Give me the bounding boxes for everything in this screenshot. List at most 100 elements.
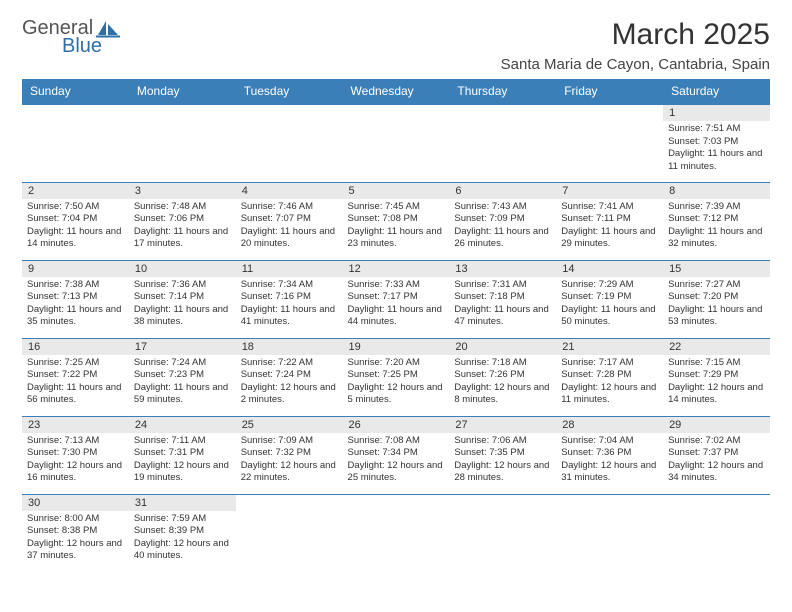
day-detail: Sunrise: 7:45 AMSunset: 7:08 PMDaylight:… [343,199,450,255]
day-number: 22 [663,339,770,355]
calendar-cell [236,494,343,567]
day-detail: Sunrise: 7:34 AMSunset: 7:16 PMDaylight:… [236,277,343,333]
weekday-header: Tuesday [236,79,343,104]
sunrise-line: Sunrise: 7:29 AM [561,279,633,290]
day-number: 31 [129,495,236,511]
day-number: 12 [343,261,450,277]
day-detail: Sunrise: 7:27 AMSunset: 7:20 PMDaylight:… [663,277,770,333]
calendar-cell: 26Sunrise: 7:08 AMSunset: 7:34 PMDayligh… [343,416,450,494]
weekday-header: Monday [129,79,236,104]
calendar-cell: 21Sunrise: 7:17 AMSunset: 7:28 PMDayligh… [556,338,663,416]
day-number: 24 [129,417,236,433]
sunrise-line: Sunrise: 7:36 AM [134,279,206,290]
calendar-cell: 29Sunrise: 7:02 AMSunset: 7:37 PMDayligh… [663,416,770,494]
day-number: 18 [236,339,343,355]
daylight-line: Daylight: 11 hours and 26 minutes. [454,226,548,250]
day-detail: Sunrise: 7:20 AMSunset: 7:25 PMDaylight:… [343,355,450,411]
sunset-line: Sunset: 7:06 PM [134,213,204,224]
calendar-cell [663,494,770,567]
calendar-cell: 30Sunrise: 8:00 AMSunset: 8:38 PMDayligh… [22,494,129,567]
calendar-week: 16Sunrise: 7:25 AMSunset: 7:22 PMDayligh… [22,338,770,416]
sunset-line: Sunset: 7:32 PM [241,447,311,458]
calendar-week: 2Sunrise: 7:50 AMSunset: 7:04 PMDaylight… [22,182,770,260]
weekday-header: Wednesday [343,79,450,104]
daylight-line: Daylight: 11 hours and 23 minutes. [348,226,442,250]
day-detail: Sunrise: 7:31 AMSunset: 7:18 PMDaylight:… [449,277,556,333]
calendar-table: SundayMondayTuesdayWednesdayThursdayFrid… [22,79,770,567]
sunrise-line: Sunrise: 7:39 AM [668,201,740,212]
sunrise-line: Sunrise: 7:33 AM [348,279,420,290]
day-number: 23 [22,417,129,433]
daylight-line: Daylight: 12 hours and 14 minutes. [668,382,763,406]
calendar-cell: 20Sunrise: 7:18 AMSunset: 7:26 PMDayligh… [449,338,556,416]
daylight-line: Daylight: 11 hours and 44 minutes. [348,304,442,328]
daylight-line: Daylight: 11 hours and 32 minutes. [668,226,762,250]
calendar-cell [22,104,129,182]
sunrise-line: Sunrise: 7:27 AM [668,279,740,290]
daylight-line: Daylight: 12 hours and 16 minutes. [27,460,122,484]
day-number: 26 [343,417,450,433]
day-number: 29 [663,417,770,433]
sunset-line: Sunset: 7:26 PM [454,369,524,380]
day-number: 3 [129,183,236,199]
day-detail: Sunrise: 7:18 AMSunset: 7:26 PMDaylight:… [449,355,556,411]
daylight-line: Daylight: 12 hours and 40 minutes. [134,538,229,562]
calendar-week: 30Sunrise: 8:00 AMSunset: 8:38 PMDayligh… [22,494,770,567]
calendar-cell: 17Sunrise: 7:24 AMSunset: 7:23 PMDayligh… [129,338,236,416]
sunrise-line: Sunrise: 7:43 AM [454,201,526,212]
day-number: 4 [236,183,343,199]
weekday-header: Saturday [663,79,770,104]
calendar-cell: 5Sunrise: 7:45 AMSunset: 7:08 PMDaylight… [343,182,450,260]
daylight-line: Daylight: 11 hours and 14 minutes. [27,226,121,250]
day-detail: Sunrise: 7:22 AMSunset: 7:24 PMDaylight:… [236,355,343,411]
day-number: 10 [129,261,236,277]
sunset-line: Sunset: 7:31 PM [134,447,204,458]
sunset-line: Sunset: 7:30 PM [27,447,97,458]
calendar-cell: 13Sunrise: 7:31 AMSunset: 7:18 PMDayligh… [449,260,556,338]
sunset-line: Sunset: 7:12 PM [668,213,738,224]
calendar-cell: 9Sunrise: 7:38 AMSunset: 7:13 PMDaylight… [22,260,129,338]
sunrise-line: Sunrise: 7:51 AM [668,123,740,134]
sunset-line: Sunset: 7:19 PM [561,291,631,302]
sunset-line: Sunset: 7:03 PM [668,136,738,147]
day-detail: Sunrise: 7:59 AMSunset: 8:39 PMDaylight:… [129,511,236,567]
calendar-cell: 27Sunrise: 7:06 AMSunset: 7:35 PMDayligh… [449,416,556,494]
day-number: 2 [22,183,129,199]
sunrise-line: Sunrise: 7:24 AM [134,357,206,368]
sunset-line: Sunset: 7:37 PM [668,447,738,458]
calendar-cell [129,104,236,182]
calendar-week: 23Sunrise: 7:13 AMSunset: 7:30 PMDayligh… [22,416,770,494]
sunset-line: Sunset: 7:11 PM [561,213,631,224]
sunrise-line: Sunrise: 8:00 AM [27,513,99,524]
sunset-line: Sunset: 7:07 PM [241,213,311,224]
header: GeneralBlue March 2025 Santa Maria de Ca… [22,18,770,73]
daylight-line: Daylight: 11 hours and 41 minutes. [241,304,335,328]
daylight-line: Daylight: 12 hours and 8 minutes. [454,382,549,406]
sunrise-line: Sunrise: 7:11 AM [134,435,206,446]
weekday-header: Thursday [449,79,556,104]
daylight-line: Daylight: 11 hours and 50 minutes. [561,304,655,328]
calendar-cell: 19Sunrise: 7:20 AMSunset: 7:25 PMDayligh… [343,338,450,416]
calendar-cell: 28Sunrise: 7:04 AMSunset: 7:36 PMDayligh… [556,416,663,494]
sunrise-line: Sunrise: 7:38 AM [27,279,99,290]
sunset-line: Sunset: 7:24 PM [241,369,311,380]
daylight-line: Daylight: 11 hours and 38 minutes. [134,304,228,328]
sunrise-line: Sunrise: 7:04 AM [561,435,633,446]
sunrise-line: Sunrise: 7:46 AM [241,201,313,212]
day-detail: Sunrise: 7:43 AMSunset: 7:09 PMDaylight:… [449,199,556,255]
day-detail: Sunrise: 7:46 AMSunset: 7:07 PMDaylight:… [236,199,343,255]
sunrise-line: Sunrise: 7:31 AM [454,279,526,290]
sunrise-line: Sunrise: 7:09 AM [241,435,313,446]
daylight-line: Daylight: 11 hours and 17 minutes. [134,226,228,250]
sunrise-line: Sunrise: 7:59 AM [134,513,206,524]
sunrise-line: Sunrise: 7:50 AM [27,201,99,212]
daylight-line: Daylight: 12 hours and 22 minutes. [241,460,336,484]
daylight-line: Daylight: 11 hours and 29 minutes. [561,226,655,250]
sunrise-line: Sunrise: 7:17 AM [561,357,633,368]
day-number: 8 [663,183,770,199]
day-detail: Sunrise: 7:08 AMSunset: 7:34 PMDaylight:… [343,433,450,489]
day-detail: Sunrise: 7:50 AMSunset: 7:04 PMDaylight:… [22,199,129,255]
calendar-cell: 10Sunrise: 7:36 AMSunset: 7:14 PMDayligh… [129,260,236,338]
day-detail: Sunrise: 7:06 AMSunset: 7:35 PMDaylight:… [449,433,556,489]
sunrise-line: Sunrise: 7:22 AM [241,357,313,368]
